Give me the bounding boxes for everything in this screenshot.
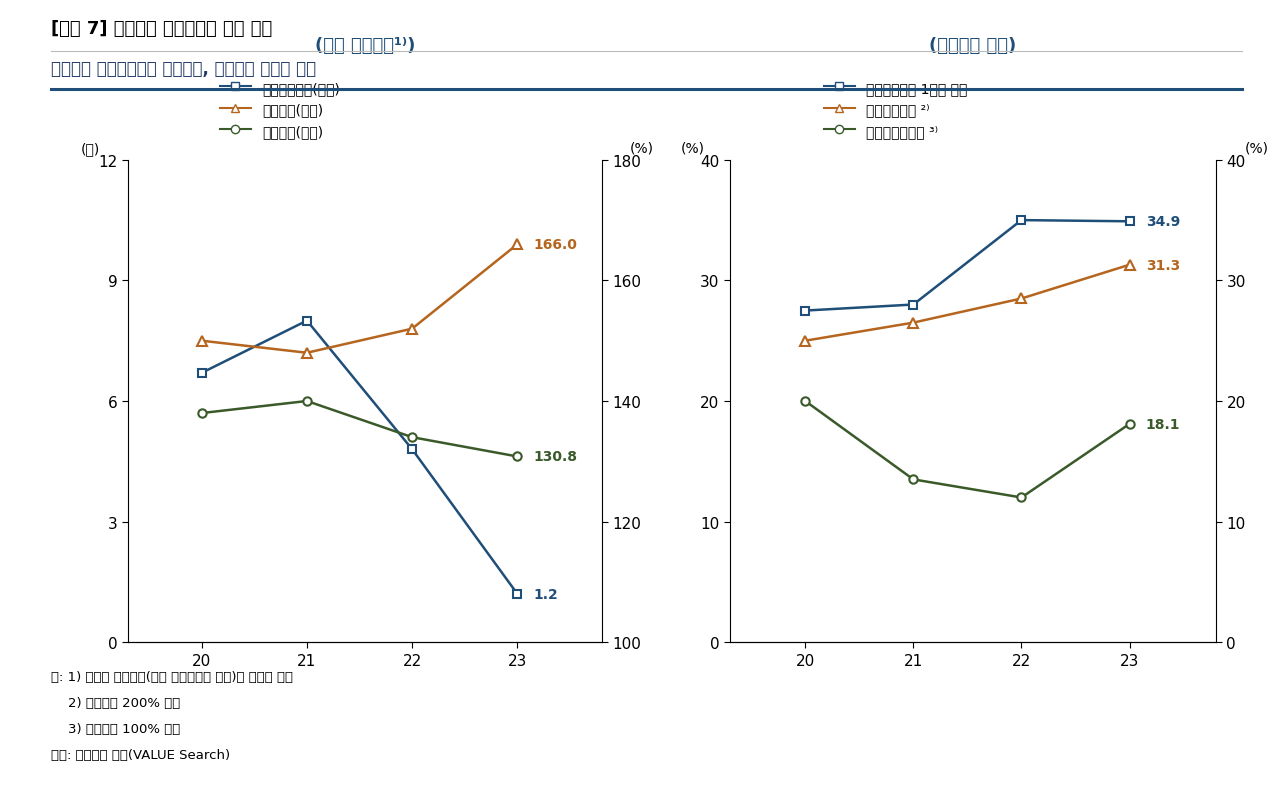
Text: 자료: 한국은행 시산(VALUE Search): 자료: 한국은행 시산(VALUE Search) — [51, 748, 230, 760]
Text: 34.9: 34.9 — [1146, 215, 1180, 229]
Text: (%): (%) — [1245, 142, 1270, 156]
Text: 주: 1) 연도별 상장기업(일부 비상장기업 포함)의 평균값 기준: 주: 1) 연도별 상장기업(일부 비상장기업 포함)의 평균값 기준 — [51, 671, 293, 683]
Text: 18.1: 18.1 — [1146, 418, 1180, 431]
Text: 1.2: 1.2 — [534, 587, 558, 601]
Text: (주요 재무지표¹⁾): (주요 재무지표¹⁾) — [315, 37, 415, 55]
Text: 31.3: 31.3 — [1146, 259, 1180, 272]
Text: (%): (%) — [681, 142, 705, 156]
Text: (취약기업 비중): (취약기업 비중) — [929, 37, 1016, 55]
Legend: 이자보상배율 1미만 기업, 과다부채기업 ²⁾, 유동성우려기업 ³⁾: 이자보상배율 1미만 기업, 과다부채기업 ²⁾, 유동성우려기업 ³⁾ — [824, 81, 968, 139]
Text: 2) 부채비율 200% 상회: 2) 부채비율 200% 상회 — [51, 696, 180, 709]
Text: [그림 7] 건설사의 재무건전성 관련 지표: [그림 7] 건설사의 재무건전성 관련 지표 — [51, 20, 273, 38]
Text: 3) 유동비율 100% 미만: 3) 유동비율 100% 미만 — [51, 722, 180, 735]
Text: (%): (%) — [630, 142, 654, 156]
Text: 건설사의 재무건전성이 저하되고, 취약기업 비중도 상승: 건설사의 재무건전성이 저하되고, 취약기업 비중도 상승 — [51, 60, 316, 78]
Text: 130.8: 130.8 — [534, 450, 577, 464]
Text: 166.0: 166.0 — [534, 238, 577, 252]
Text: (배): (배) — [81, 142, 100, 156]
Legend: 이자보상배율(좌축), 부채비율(우축), 유동비율(우축): 이자보상배율(좌축), 부채비율(우축), 유동비율(우축) — [220, 81, 339, 139]
